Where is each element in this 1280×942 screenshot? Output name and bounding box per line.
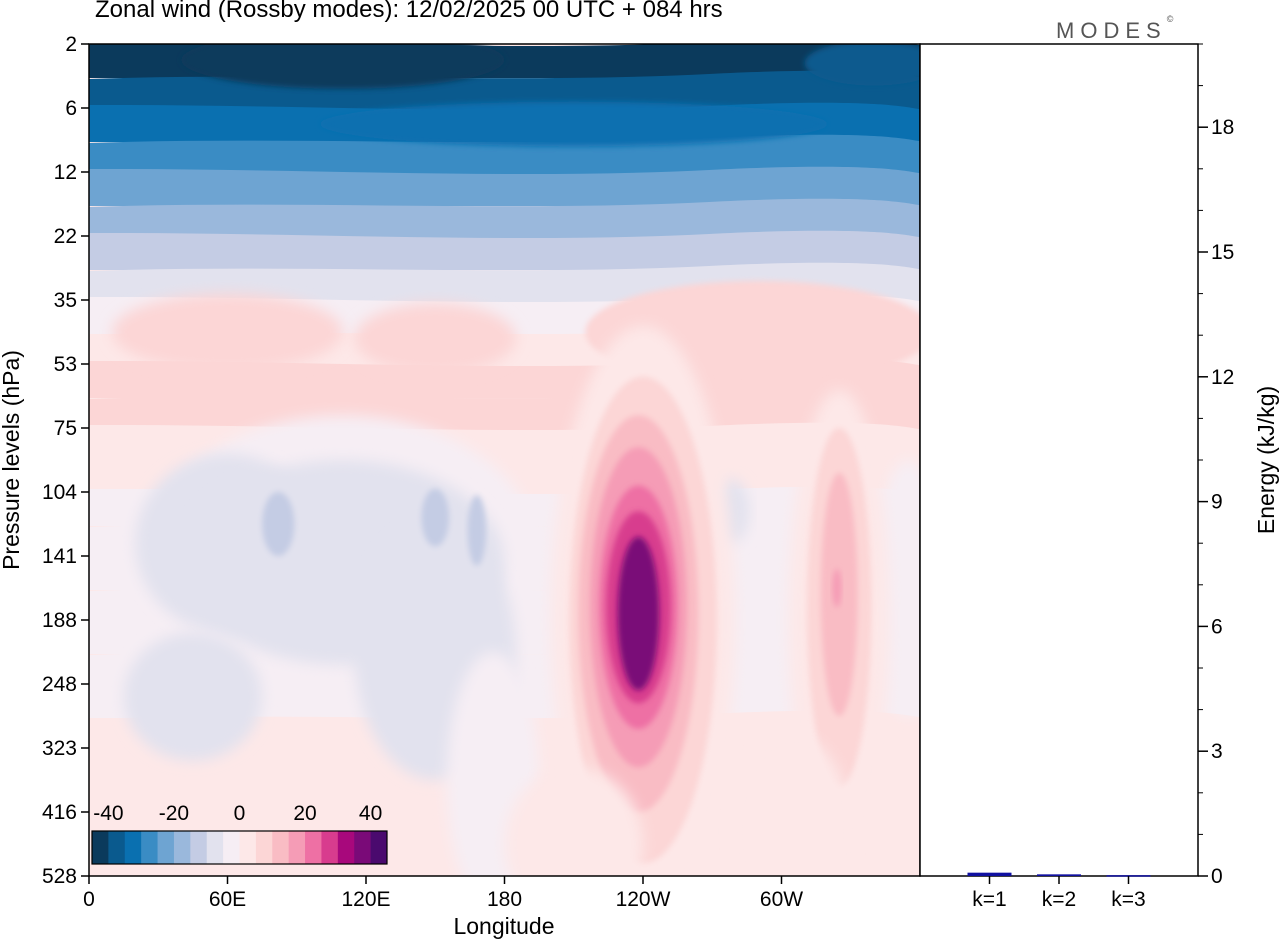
colorbar-tick-label: 40 <box>359 802 382 825</box>
colorbar-cell <box>206 831 224 864</box>
energy-tick-label: 12 <box>1211 366 1234 389</box>
wind-contour-2 <box>319 101 828 147</box>
energy-tick-label: 0 <box>1211 865 1223 888</box>
x-tick-label: 120E <box>341 888 390 911</box>
energy-panel: k=1 k=2 k=3 0 3 6 9 12 15 18 Energy (kJ/kg) <box>919 43 1279 911</box>
energy-category-label: k=2 <box>1042 888 1076 911</box>
energy-axis: 0 3 6 9 12 15 18 <box>1198 43 1234 888</box>
x-axis-title: Longitude <box>453 913 554 939</box>
wind-contour-0 <box>181 44 505 89</box>
colorbar-tick-label: 0 <box>234 802 246 825</box>
y-tick-label: 248 <box>42 673 77 696</box>
energy-bars: k=1 k=2 k=3 <box>967 872 1151 911</box>
y-tick-label: 75 <box>54 417 77 440</box>
colorbar-tick-label: -40 <box>93 802 123 825</box>
wind-contour-9 <box>123 632 263 761</box>
colorbar-cell <box>141 831 159 864</box>
x-tick-label: 180 <box>487 888 522 911</box>
colorbar-legend: -40 -20 0 20 40 <box>91 802 388 865</box>
y-tick-label: 416 <box>42 801 77 824</box>
wind-field-blobs <box>112 44 920 876</box>
y-tick-label: 528 <box>42 865 77 888</box>
energy-tick-label: 3 <box>1211 740 1223 763</box>
colorbar-cell <box>190 831 208 864</box>
energy-axis-title: Energy (kJ/kg) <box>1253 386 1279 534</box>
wind-contour-29 <box>735 735 851 876</box>
y-tick-label: 323 <box>42 737 77 760</box>
colorbar-cell <box>288 831 306 864</box>
y-tick-label: 104 <box>42 481 77 504</box>
energy-bar-k=3 <box>1106 875 1151 877</box>
wind-contour-28 <box>504 767 643 876</box>
field-band <box>89 198 920 238</box>
colorbar-cell <box>305 831 322 864</box>
colorbar-cell <box>108 831 126 864</box>
colorbar-cell <box>223 831 240 864</box>
y-tick-label: 188 <box>42 609 77 632</box>
colorbar-cell <box>337 831 355 864</box>
y-tick-label: 12 <box>54 161 77 184</box>
x-tick-label: 60E <box>209 888 246 911</box>
colorbar-frame <box>91 830 388 865</box>
colorbar-cell <box>370 831 388 864</box>
brand-logo: MODES© <box>1056 14 1173 44</box>
x-tick-label: 120W <box>616 888 671 911</box>
y-tick-label: 22 <box>54 225 77 248</box>
energy-bar-k=1 <box>967 872 1012 876</box>
colorbar-tick-label: 20 <box>293 802 316 825</box>
y-tick-label: 53 <box>54 353 77 376</box>
colorbar-cell <box>173 831 191 864</box>
y-axis-title: Pressure levels (hPa) <box>0 350 24 570</box>
colorbar-cell <box>92 831 109 864</box>
wind-contour-14 <box>421 488 450 547</box>
y-tick-label: 35 <box>54 289 77 312</box>
wind-contour-1 <box>804 44 920 86</box>
energy-category-label: k=1 <box>972 888 1006 911</box>
longitude-axis: 0 60E 120E 180 120W 60W <box>83 876 803 911</box>
field-band <box>89 166 920 206</box>
colorbar-cell <box>124 831 142 864</box>
pressure-axis: 2 6 12 22 35 53 75 104 141 188 248 323 416 528 <box>42 33 89 888</box>
x-tick-label: 0 <box>83 888 95 911</box>
colorbar-cell <box>321 831 339 864</box>
energy-frame <box>919 43 1199 877</box>
y-tick-label: 141 <box>42 545 77 568</box>
chart-title: Zonal wind (Rossby modes): 12/02/2025 00… <box>95 0 723 23</box>
colorbar-cell <box>272 831 290 864</box>
colorbar-cell <box>239 831 257 864</box>
wind-contour-13 <box>262 492 295 556</box>
wind-heatmap <box>89 44 920 876</box>
colorbar-cell <box>157 831 175 864</box>
wind-contour-27 <box>832 568 842 608</box>
energy-tick-label: 6 <box>1211 615 1223 638</box>
wind-contour-23 <box>617 536 660 691</box>
energy-category-label: k=3 <box>1111 888 1145 911</box>
colorbar-cell <box>354 831 372 864</box>
field-band <box>89 134 920 174</box>
y-tick-label: 2 <box>65 33 77 56</box>
wind-contour-3 <box>112 293 343 371</box>
energy-tick-label: 9 <box>1211 491 1223 514</box>
colorbar-cell <box>255 831 273 864</box>
wind-contour-4 <box>354 303 517 374</box>
energy-tick-label: 18 <box>1211 116 1234 139</box>
brand-name: MODES <box>1056 18 1167 43</box>
field-band <box>89 230 920 270</box>
copyright-mark: © <box>1166 14 1174 24</box>
energy-bar-k=2 <box>1037 874 1081 876</box>
x-tick-label: 60W <box>760 888 803 911</box>
y-tick-label: 6 <box>65 97 77 120</box>
wind-contour-15 <box>467 495 487 566</box>
colorbar-tick-label: -20 <box>159 802 189 825</box>
energy-tick-label: 15 <box>1211 241 1234 264</box>
